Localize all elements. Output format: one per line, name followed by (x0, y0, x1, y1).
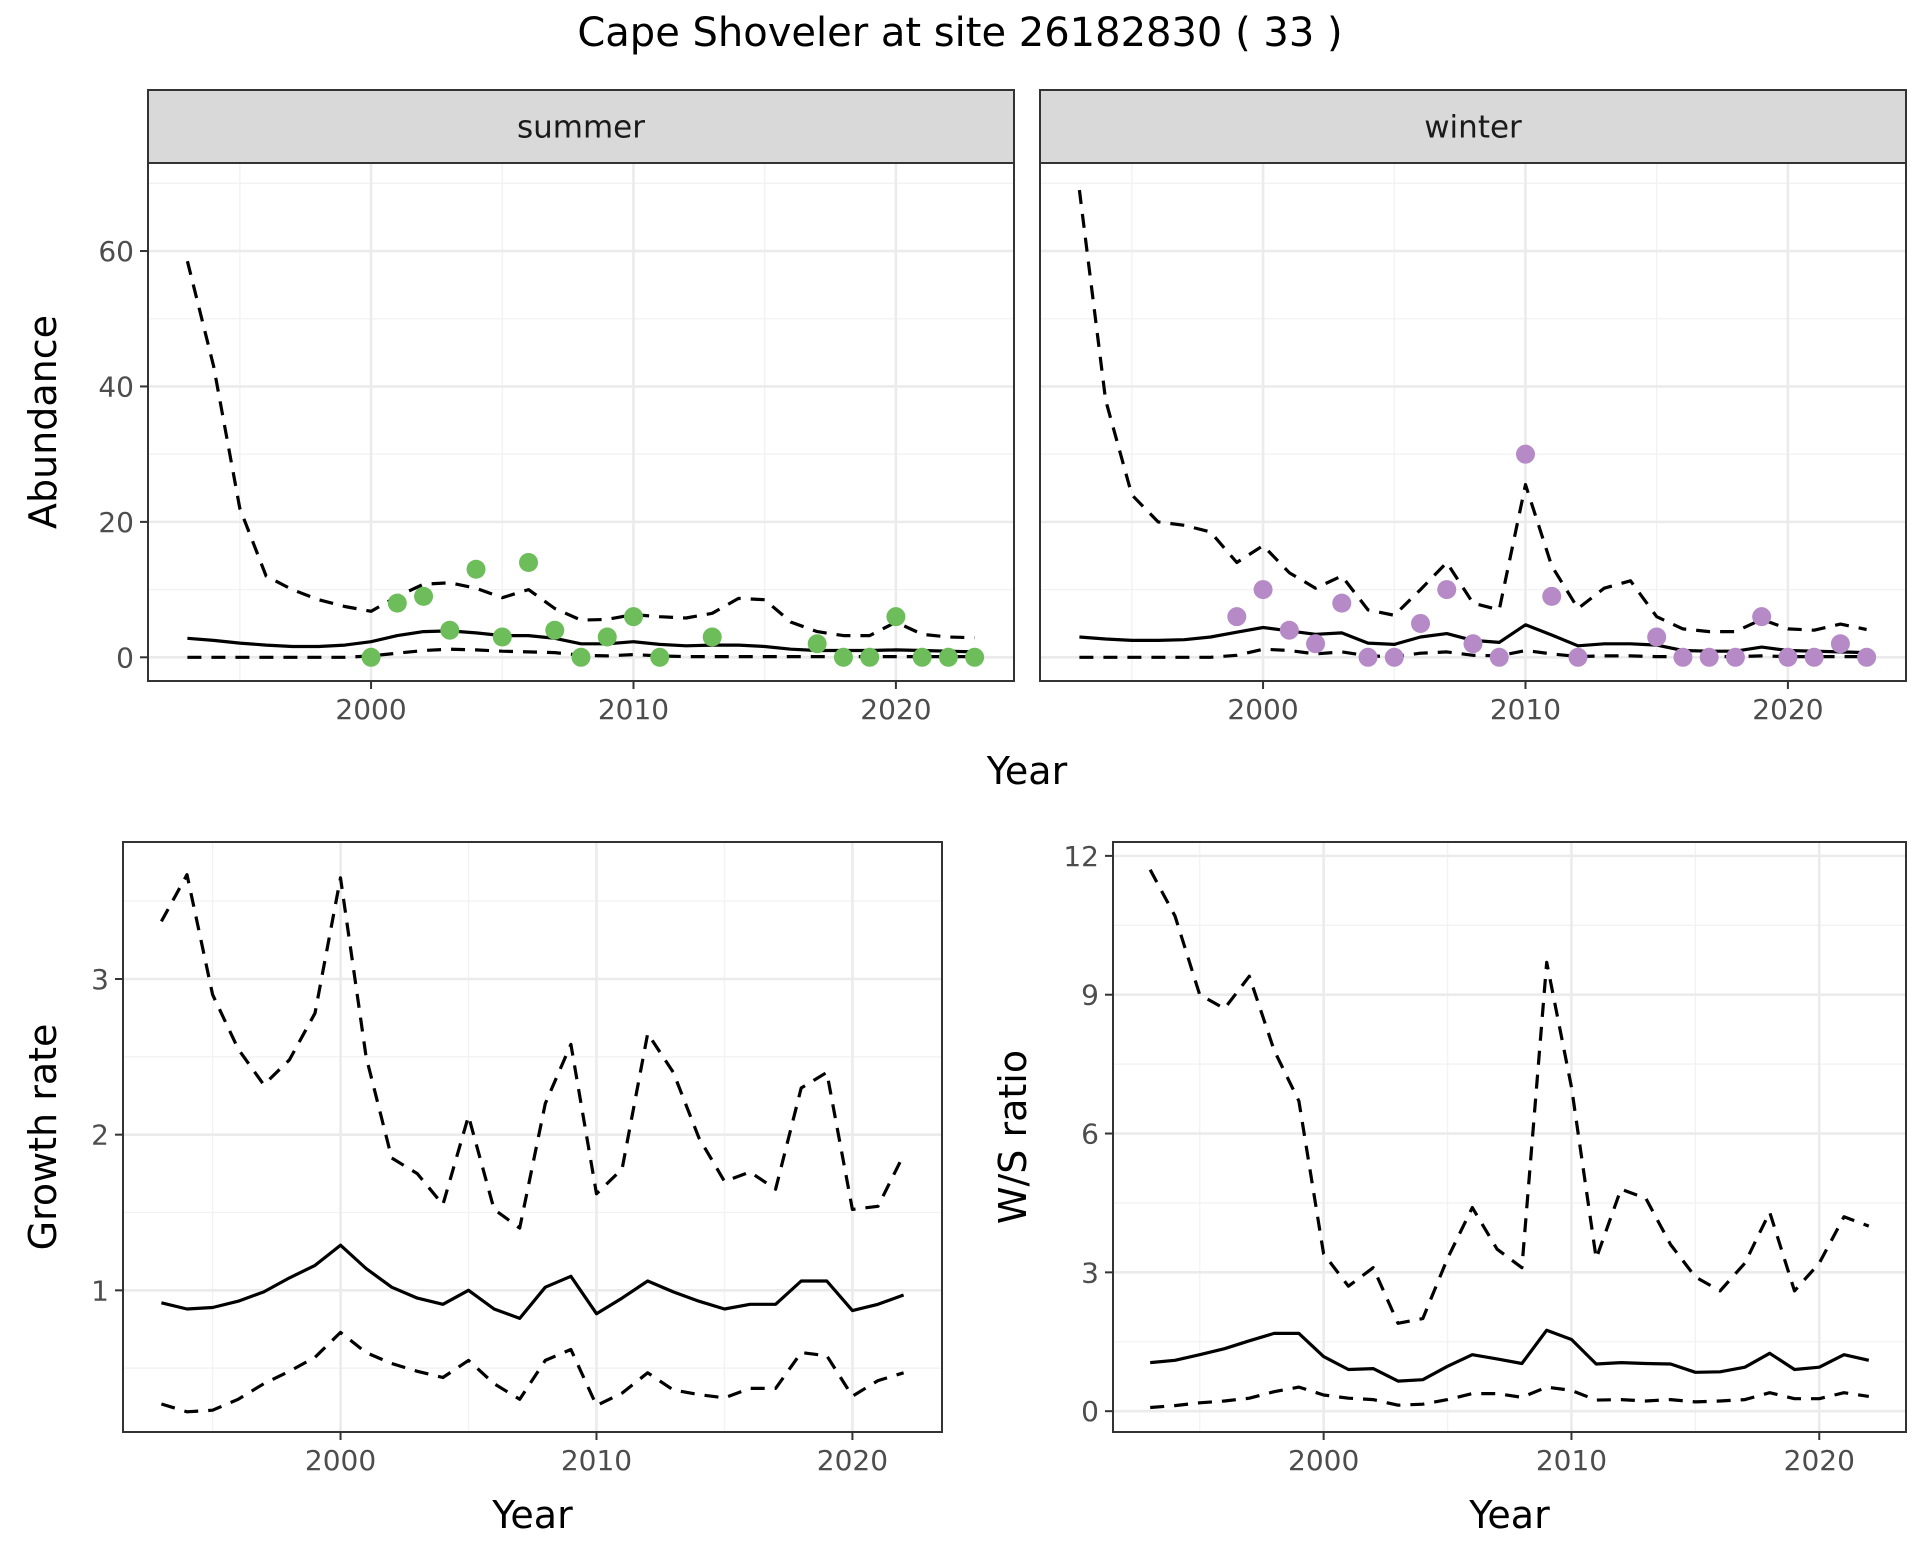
abundance-winter-panel-background (1040, 163, 1906, 681)
abundance-winter-x-tick-label: 2010 (1490, 693, 1561, 726)
abundance-winter-data-point (1279, 620, 1299, 640)
ws-ratio-y-tick-label: 0 (1081, 1395, 1099, 1428)
abundance-summer-panel-background (148, 163, 1014, 681)
ws-ratio-y-tick-label: 9 (1081, 979, 1099, 1012)
abundance-winter-data-point (1515, 444, 1535, 464)
abundance-summer-data-point (833, 647, 853, 667)
ws-ratio-x-tick-label: 2020 (1784, 1444, 1855, 1477)
abundance-winter-data-point (1647, 627, 1667, 647)
abundance-summer-y-tick-label: 0 (116, 641, 134, 674)
growth-rate-x-axis-title: Year (491, 1493, 573, 1537)
ws-ratio-y-tick-label: 12 (1063, 840, 1099, 873)
abundance-summer-data-point (597, 627, 617, 647)
abundance-summer-strip-label: summer (517, 110, 645, 146)
ws-ratio-panel: 2000 2010 2020 0 3 6 9 12 (1063, 840, 1907, 1477)
abundance-winter-x-tick-label: 2000 (1227, 693, 1298, 726)
abundance-summer-data-point (361, 647, 381, 667)
abundance-winter-data-point (1804, 647, 1824, 667)
abundance-summer-panel: summer 2000 2010 2020 0 20 40 60 (98, 89, 1015, 726)
abundance-x-axis-title: Year (986, 749, 1068, 793)
abundance-winter-data-point (1358, 647, 1378, 667)
abundance-winter-strip-label: winter (1424, 110, 1522, 146)
growth-rate-y-tick-label: 3 (91, 963, 109, 996)
abundance-summer-data-point (387, 593, 407, 613)
ws-ratio-y-tick-label: 6 (1081, 1118, 1099, 1151)
growth-rate-x-tick-label: 2010 (561, 1444, 632, 1477)
abundance-winter-data-point (1699, 647, 1719, 667)
abundance-winter-data-point (1725, 647, 1745, 667)
abundance-winter-x-tick-label: 2020 (1752, 693, 1823, 726)
abundance-winter-data-point (1568, 647, 1588, 667)
abundance-winter-data-point (1857, 647, 1877, 667)
abundance-winter-data-point (1332, 593, 1352, 613)
abundance-summer-data-point (414, 586, 434, 606)
ws-ratio-x-tick-label: 2000 (1288, 1444, 1359, 1477)
ws-ratio-y-axis-title: W/S ratio (991, 1050, 1035, 1224)
abundance-summer-data-point (466, 559, 486, 579)
growth-rate-lower-bound-line (160, 1330, 905, 1414)
abundance-winter-data-point (1752, 607, 1772, 627)
growth-rate-panel: 2000 2010 2020 1 2 3 (91, 841, 943, 1477)
abundance-winter-data-point (1306, 634, 1326, 654)
abundance-summer-data-point (492, 627, 512, 647)
growth-rate-y-tick-label: 1 (91, 1274, 109, 1307)
growth-rate-y-axis-title: Growth rate (21, 1024, 65, 1251)
ws-ratio-lower-bound-line (1150, 1385, 1870, 1410)
abundance-winter-data-point (1463, 634, 1483, 654)
abundance-winter-data-point (1227, 607, 1247, 627)
abundance-summer-x-tick-label: 2000 (335, 693, 406, 726)
ws-ratio-upper-bound-line (1148, 869, 1870, 1325)
ws-ratio-x-axis-title: Year (1468, 1493, 1550, 1537)
abundance-winter-data-point (1830, 634, 1850, 654)
ws-ratio-y-tick-label: 3 (1081, 1256, 1099, 1289)
abundance-winter-data-point (1542, 586, 1562, 606)
abundance-summer-data-point (545, 620, 565, 640)
growth-rate-x-tick-label: 2000 (305, 1444, 376, 1477)
abundance-summer-data-point (860, 647, 880, 667)
abundance-summer-data-point (650, 647, 670, 667)
abundance-summer-strip (147, 89, 1015, 164)
abundance-summer-data-point (519, 553, 539, 573)
abundance-summer-data-point (938, 647, 958, 667)
abundance-summer-data-point (623, 607, 643, 627)
abundance-summer-data-point (807, 634, 827, 654)
abundance-winter-data-point (1489, 647, 1509, 667)
abundance-summer-data-point (702, 627, 722, 647)
abundance-summer-y-tick-label: 20 (98, 506, 134, 539)
growth-rate-panel-border (122, 841, 943, 1433)
abundance-summer-y-tick-label: 40 (98, 370, 134, 403)
abundance-summer-data-point (965, 647, 985, 667)
ws-ratio-x-tick-label: 2010 (1536, 1444, 1607, 1477)
abundance-summer-data-point (912, 647, 932, 667)
abundance-summer-y-tick-label: 60 (98, 235, 134, 268)
abundance-winter-data-point (1673, 647, 1693, 667)
abundance-winter-panel: winter 2000 2010 2020 (1039, 89, 1907, 726)
abundance-summer-upper-bound-line (185, 260, 975, 640)
ws-ratio-mean-line (1150, 1328, 1870, 1383)
growth-rate-y-tick-label: 2 (91, 1119, 109, 1152)
abundance-summer-data-point (440, 620, 460, 640)
abundance-winter-data-point (1778, 647, 1798, 667)
ws-ratio-panel-background (1113, 842, 1906, 1432)
abundance-winter-data-point (1437, 580, 1457, 600)
figure-title: Cape Shoveler at site 26182830 ( 33 ) (577, 10, 1342, 56)
growth-rate-x-tick-label: 2020 (817, 1444, 888, 1477)
abundance-summer-x-tick-label: 2010 (598, 693, 669, 726)
abundance-winter-data-point (1411, 613, 1431, 633)
abundance-summer-data-point (571, 647, 591, 667)
abundance-winter-strip (1039, 89, 1907, 164)
abundance-winter-data-point (1384, 647, 1404, 667)
growth-rate-panel-background (123, 842, 942, 1432)
abundance-y-axis-title: Abundance (21, 315, 65, 529)
abundance-winter-data-point (1253, 580, 1273, 600)
abundance-summer-data-point (886, 607, 906, 627)
abundance-summer-x-tick-label: 2020 (860, 693, 931, 726)
ws-ratio-panel-border (1112, 841, 1907, 1433)
growth-rate-mean-line (161, 1243, 905, 1320)
